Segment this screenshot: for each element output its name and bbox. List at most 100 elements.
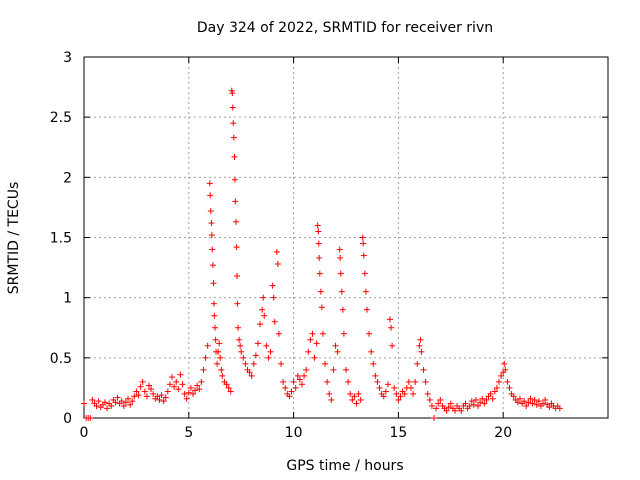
data-point: [361, 270, 368, 277]
data-point: [362, 288, 369, 295]
data-point: [87, 415, 94, 421]
data-point: [556, 405, 563, 412]
data-point: [104, 405, 111, 412]
data-point: [337, 270, 344, 277]
x-tick-label: 5: [184, 425, 193, 441]
data-point: [137, 383, 144, 390]
data-point: [175, 386, 182, 393]
data-point: [278, 360, 285, 367]
data-point: [139, 378, 146, 385]
data-point: [332, 342, 339, 349]
data-point: [232, 218, 239, 225]
data-point: [214, 360, 221, 367]
data-point: [451, 407, 458, 414]
data-point: [493, 384, 500, 391]
data-point: [274, 260, 281, 267]
data-point: [487, 390, 494, 397]
axis-ticks: [83, 56, 608, 419]
data-point: [336, 246, 343, 253]
data-point: [393, 390, 400, 397]
y-tick-label: 1.5: [50, 231, 72, 247]
data-point: [315, 240, 322, 247]
data-point: [359, 234, 366, 241]
data-point: [269, 282, 276, 289]
data-point: [260, 294, 267, 301]
grid-lines: [84, 57, 608, 418]
data-point: [108, 402, 115, 409]
data-point: [273, 248, 280, 255]
data-point: [233, 244, 240, 251]
data-point: [360, 252, 367, 259]
data-point: [219, 372, 226, 379]
data-point: [238, 348, 245, 355]
data-point: [414, 360, 421, 367]
data-point: [259, 306, 266, 313]
data-point: [510, 393, 517, 400]
data-point: [502, 366, 509, 373]
data-point: [417, 336, 424, 343]
data-point: [431, 415, 438, 421]
data-point: [148, 386, 155, 393]
data-point: [527, 395, 534, 402]
data-point: [422, 378, 429, 385]
data-point: [196, 386, 203, 393]
data-point: [380, 393, 387, 400]
y-tick-labels: 0 0.5 1 1.5 2 2.5 3: [50, 50, 72, 427]
data-point: [326, 390, 333, 397]
data-point: [351, 393, 358, 400]
data-point: [288, 388, 295, 395]
x-tick-label: 20: [494, 425, 512, 441]
data-point: [164, 388, 171, 395]
x-tick-label: 0: [80, 425, 89, 441]
data-point: [230, 134, 237, 141]
data-point: [535, 398, 542, 405]
data-point: [347, 390, 354, 397]
data-point: [208, 220, 215, 227]
y-tick-label: 3: [63, 50, 72, 66]
data-point: [158, 392, 165, 399]
data-point: [232, 198, 239, 205]
data-point: [166, 381, 173, 388]
data-point: [363, 306, 370, 313]
data-point: [207, 192, 214, 199]
data-point: [472, 396, 479, 403]
data-point: [433, 405, 440, 412]
data-point: [405, 378, 412, 385]
data-point: [420, 366, 427, 373]
data-point: [292, 384, 299, 391]
data-point: [489, 395, 496, 402]
data-point: [169, 374, 176, 381]
data-point: [372, 372, 379, 379]
data-point: [248, 372, 255, 379]
data-point: [338, 288, 345, 295]
data-point: [183, 395, 190, 402]
data-point: [189, 390, 196, 397]
data-point: [261, 312, 268, 319]
data-point: [435, 400, 442, 407]
data-point: [516, 395, 523, 402]
data-point: [521, 398, 528, 405]
data-point: [160, 398, 167, 405]
y-tick-label: 2.5: [50, 110, 72, 126]
data-point: [387, 316, 394, 323]
data-point: [339, 306, 346, 313]
data-point: [242, 360, 249, 367]
data-point: [246, 369, 253, 376]
x-axis-label: GPS time / hours: [286, 458, 403, 474]
data-point: [145, 382, 152, 389]
data-point: [397, 393, 404, 400]
data-point: [194, 382, 201, 389]
y-tick-label: 2: [63, 170, 72, 186]
x-tick-label: 10: [285, 425, 303, 441]
data-point: [309, 330, 316, 337]
data-point: [316, 270, 323, 277]
data-point: [250, 360, 257, 367]
data-point: [491, 388, 498, 395]
data-point: [424, 390, 431, 397]
data-point: [458, 407, 465, 414]
data-point: [89, 396, 96, 403]
data-point: [475, 402, 482, 409]
data-point: [374, 378, 381, 385]
data-point: [229, 90, 236, 97]
data-point: [412, 378, 419, 385]
